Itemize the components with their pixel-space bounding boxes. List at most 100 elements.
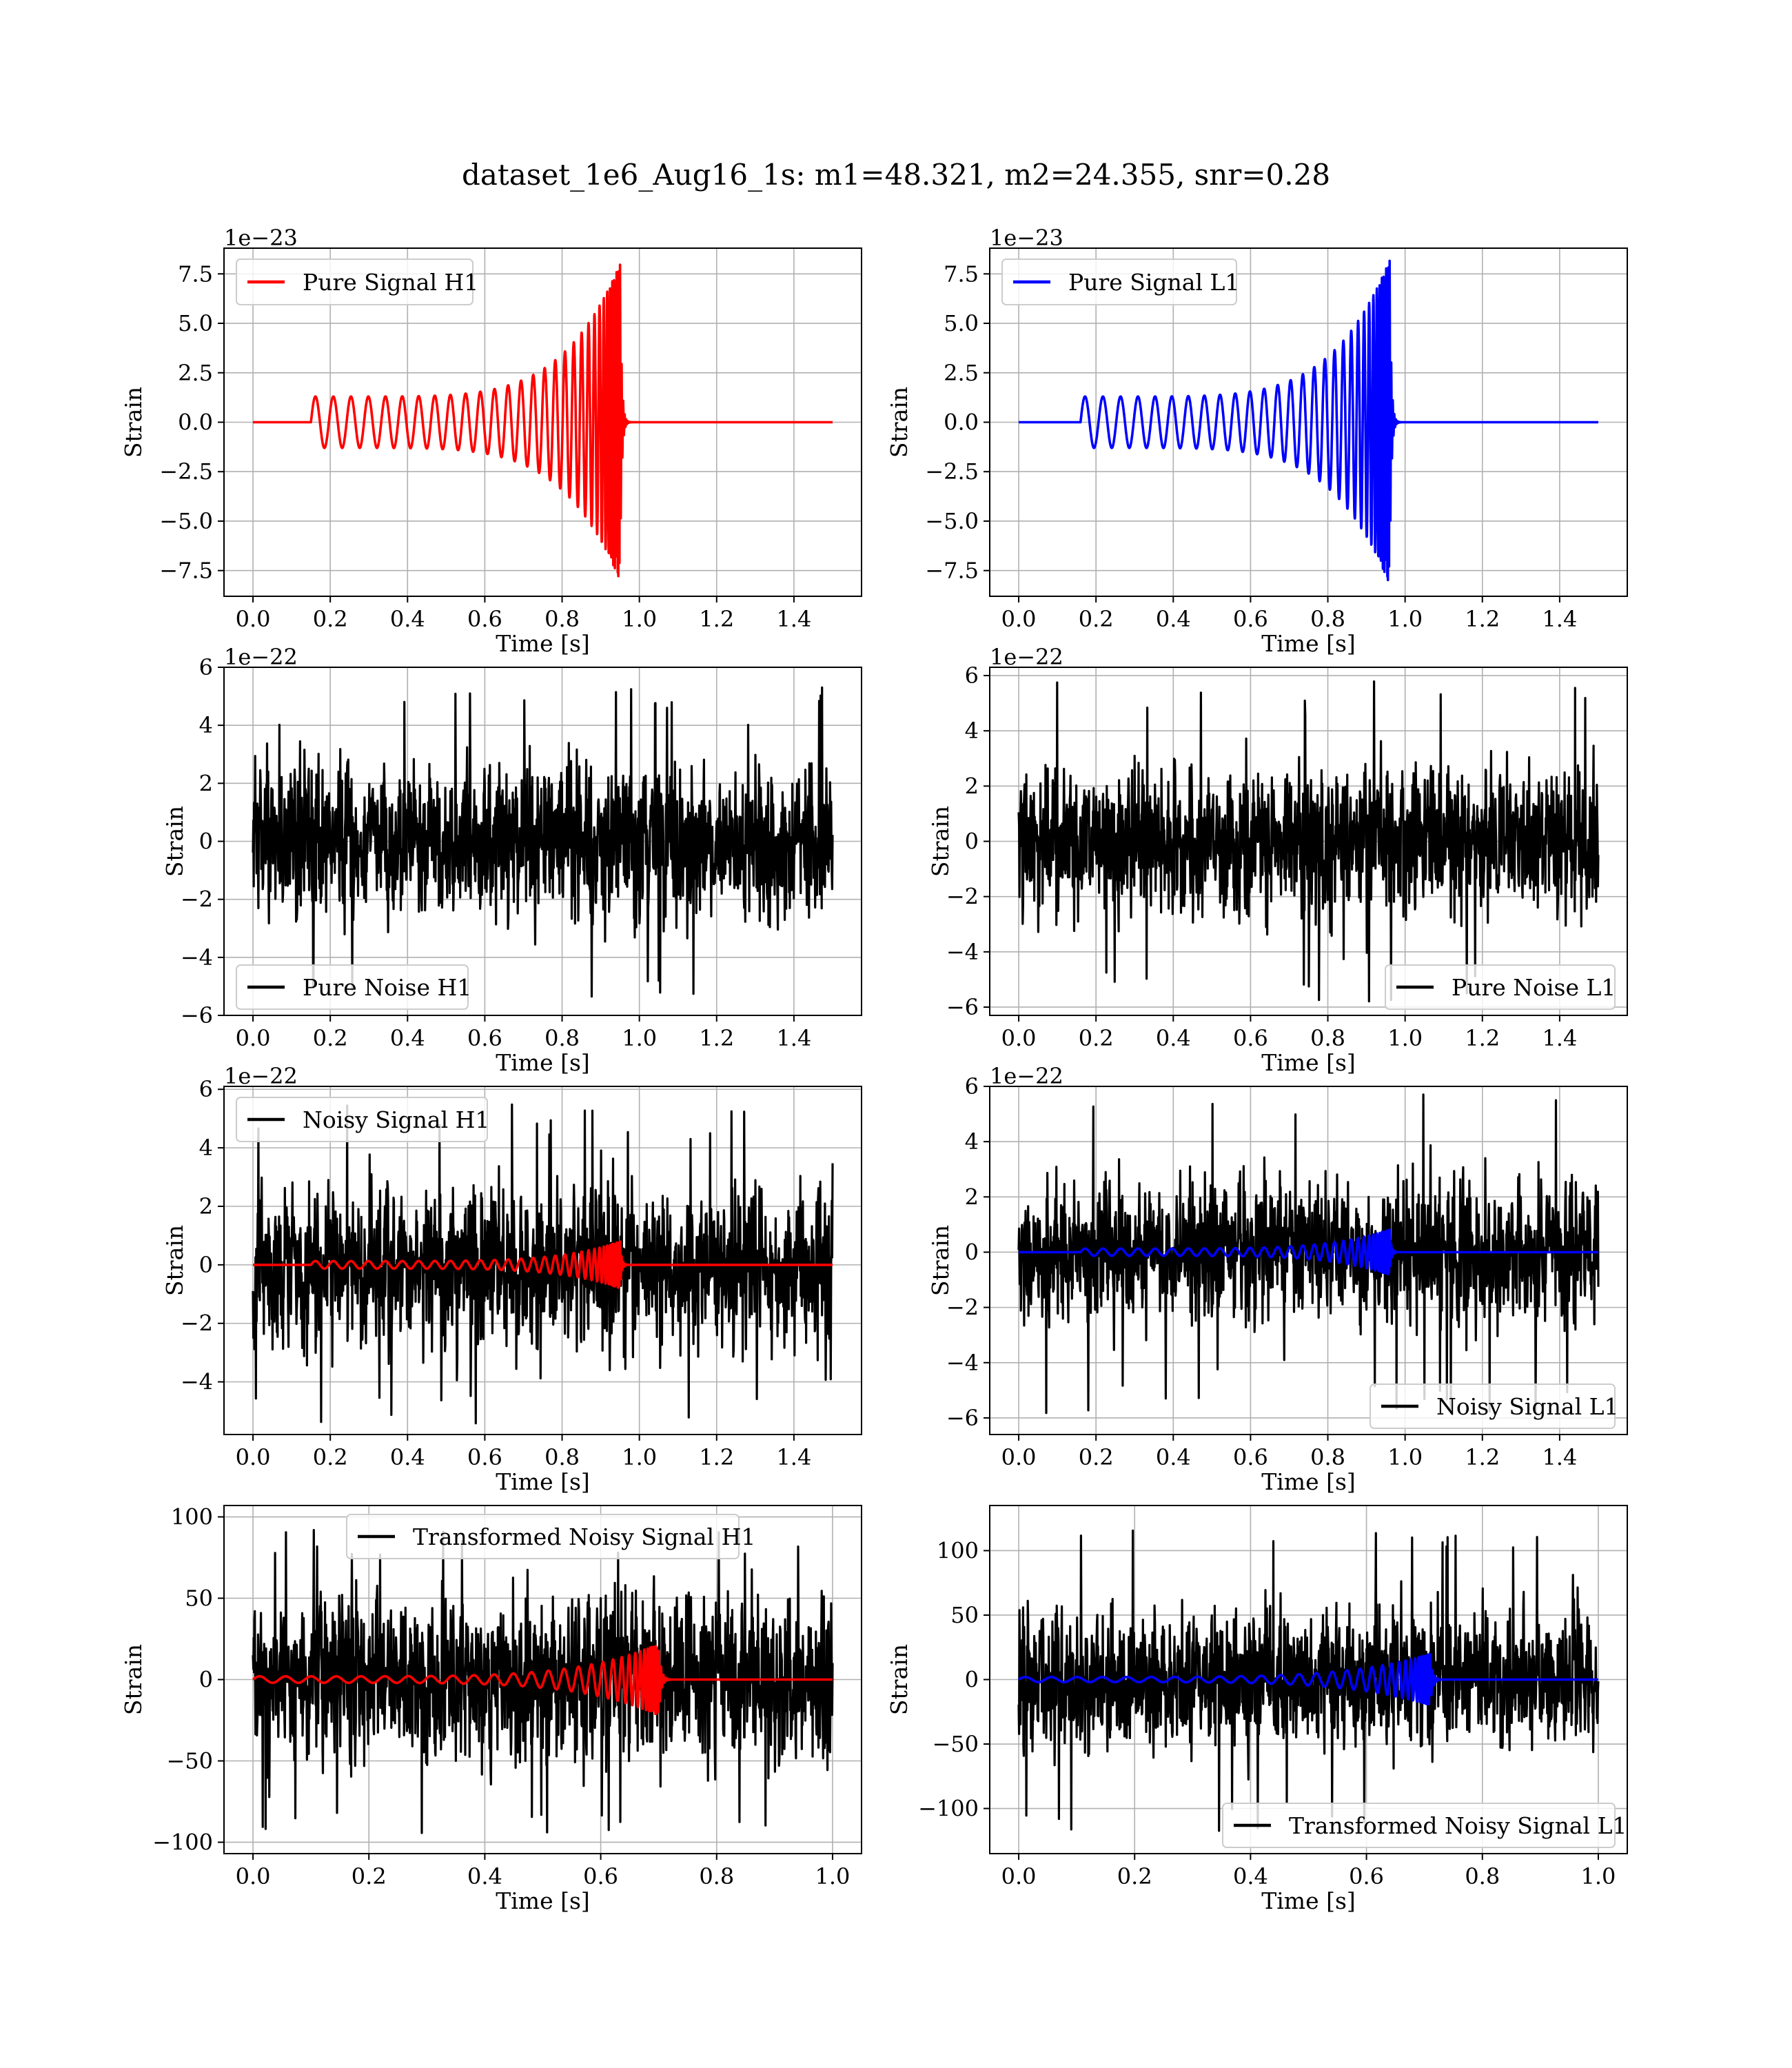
x-tick-label: 1.0 bbox=[1581, 1863, 1616, 1889]
plot-area bbox=[252, 1529, 834, 1834]
panel-noisy-signal-h1: 0.0 0.2 0.4 0.6 0.8 1.0 1.2 1.4 −4 −2 0 2 4 6 Time [s]… bbox=[161, 1063, 862, 1495]
x-tick-label: 0.0 bbox=[1001, 1444, 1037, 1470]
panel-transformed-l1: 0.0 0.2 0.4 0.6 0.8 1.0 −100 −50 0 50 100 Time [s] S… bbox=[886, 1505, 1628, 1914]
x-tick-label: 1.4 bbox=[1542, 606, 1577, 632]
y-tick-label: 2 bbox=[965, 773, 979, 799]
y-tick-label: −7.5 bbox=[925, 558, 979, 584]
legend-entry: Transformed Noisy Signal H1 bbox=[413, 1523, 755, 1550]
y-tick-label: −5.0 bbox=[159, 508, 213, 534]
y-tick-label: 100 bbox=[171, 1504, 213, 1530]
x-tick-label: 1.2 bbox=[1465, 1025, 1500, 1051]
y-tick-label: 0 bbox=[199, 1667, 213, 1693]
x-tick-label: 0.0 bbox=[1001, 1863, 1037, 1889]
legend-box bbox=[236, 964, 469, 1010]
legend-box bbox=[236, 258, 474, 305]
series-line-chirp-overlay bbox=[252, 1240, 834, 1289]
legend: Pure Signal L1 bbox=[1001, 258, 1239, 305]
legend: Transformed Noisy Signal L1 bbox=[1222, 1803, 1627, 1848]
x-tick-label: 0.8 bbox=[1310, 1444, 1345, 1470]
x-tick-label: 1.4 bbox=[776, 1444, 811, 1470]
x-tick-label: 0.0 bbox=[236, 1863, 271, 1889]
legend: Transformed Noisy Signal H1 bbox=[346, 1514, 755, 1559]
x-tick-label: 0.2 bbox=[1117, 1863, 1152, 1889]
x-tick-label: 0.8 bbox=[1310, 606, 1345, 632]
y-tick-label: −4 bbox=[181, 1369, 213, 1395]
series-line-pure-noise-h1 bbox=[252, 686, 834, 998]
series-line-noisy-signal-l1 bbox=[1017, 1093, 1600, 1415]
y-tick-label: 0 bbox=[965, 1667, 979, 1693]
axes-frame bbox=[989, 1086, 1628, 1435]
x-axis-label: Time [s] bbox=[1261, 1887, 1356, 1914]
x-tick-label: 1.4 bbox=[776, 606, 811, 632]
x-tick-label: 0.2 bbox=[313, 606, 348, 632]
y-tick-label: −2 bbox=[946, 884, 979, 910]
plot-area bbox=[252, 1103, 834, 1425]
y-tick-label: 0.0 bbox=[178, 409, 213, 436]
y-offset-text: 1e−23 bbox=[224, 225, 298, 251]
panel-pure-noise-l1: 0.0 0.2 0.4 0.6 0.8 1.0 1.2 1.4 −6 −4 −2 0 2 4 6 Time [… bbox=[927, 644, 1628, 1076]
y-tick-label: 2 bbox=[199, 1193, 213, 1219]
y-axis-label: Strain bbox=[161, 1225, 188, 1296]
x-tick-label: 0.6 bbox=[583, 1863, 618, 1889]
series-line-transformed-noisy-signal-h1 bbox=[252, 1529, 834, 1834]
y-tick-label: 4 bbox=[199, 712, 213, 738]
y-tick-label: −7.5 bbox=[159, 558, 213, 584]
x-axis-label: Time [s] bbox=[1261, 1049, 1356, 1076]
x-tick-label: 1.2 bbox=[1465, 606, 1500, 632]
legend-box bbox=[236, 1097, 488, 1142]
x-tick-label: 1.0 bbox=[622, 606, 657, 632]
legend: Noisy Signal H1 bbox=[236, 1097, 489, 1142]
x-tick-label: 0.4 bbox=[390, 1444, 425, 1470]
panel-transformed-h1: 0.0 0.2 0.4 0.6 0.8 1.0 −100 −50 0 50 100 Time [s] S… bbox=[120, 1504, 862, 1914]
x-tick-label: 0.0 bbox=[236, 606, 271, 632]
x-tick-label: 0.2 bbox=[1079, 606, 1114, 632]
x-tick-label: 0.4 bbox=[1156, 606, 1191, 632]
series-line-chirp-overlay bbox=[1017, 1228, 1600, 1276]
series-line-pure-noise-l1 bbox=[1017, 680, 1600, 1003]
x-tick-label: 0.2 bbox=[313, 1444, 348, 1470]
x-tick-label: 0.6 bbox=[467, 1444, 502, 1470]
x-tick-label: 0.4 bbox=[1156, 1025, 1191, 1051]
series-line-chirp-overlay bbox=[1017, 1653, 1600, 1705]
x-tick-label: 1.4 bbox=[1542, 1444, 1577, 1470]
y-tick-label: 6 bbox=[965, 662, 979, 689]
y-tick-label: −4 bbox=[181, 944, 213, 971]
y-tick-label: 2 bbox=[965, 1184, 979, 1210]
y-axis-label: Strain bbox=[120, 387, 147, 458]
axes-frame bbox=[223, 1086, 862, 1435]
legend-box bbox=[1385, 964, 1616, 1010]
y-tick-label: −4 bbox=[946, 939, 979, 965]
y-tick-label: 0.0 bbox=[944, 409, 979, 436]
x-tick-label: 1.2 bbox=[1465, 1444, 1500, 1470]
y-tick-label: −100 bbox=[918, 1796, 979, 1822]
y-axis-label: Strain bbox=[886, 1644, 913, 1715]
y-tick-label: −6 bbox=[181, 1002, 213, 1028]
x-tick-label: 0.4 bbox=[390, 1025, 425, 1051]
x-tick-label: 0.6 bbox=[467, 606, 502, 632]
x-tick-label: 0.2 bbox=[1079, 1444, 1114, 1470]
x-tick-label: 1.2 bbox=[699, 606, 734, 632]
x-tick-label: 0.4 bbox=[1156, 1444, 1191, 1470]
x-tick-label: 0.8 bbox=[1465, 1863, 1500, 1889]
series-line-pure-signal-h1 bbox=[252, 263, 834, 578]
plot-area bbox=[252, 263, 834, 578]
series-line-pure-signal-l1 bbox=[1017, 259, 1600, 582]
x-tick-label: 1.0 bbox=[1387, 1025, 1423, 1051]
y-tick-label: 50 bbox=[185, 1585, 213, 1612]
panel-pure-signal-h1: 0.0 0.2 0.4 0.6 0.8 1.0 1.2 1.4 −7.5 −5.0 −2.5 0.0 2… bbox=[120, 225, 862, 657]
x-tick-label: 1.4 bbox=[1542, 1025, 1577, 1051]
legend-entry: Pure Signal H1 bbox=[303, 269, 478, 296]
x-tick-label: 1.0 bbox=[1387, 1444, 1423, 1470]
y-axis-label: Strain bbox=[886, 387, 913, 458]
series-line-chirp-overlay bbox=[252, 1645, 834, 1716]
x-tick-label: 0.8 bbox=[1310, 1025, 1345, 1051]
x-tick-label: 0.8 bbox=[699, 1863, 734, 1889]
y-tick-label: 4 bbox=[965, 718, 979, 744]
x-axis-label: Time [s] bbox=[1261, 630, 1356, 657]
y-tick-label: −5.0 bbox=[925, 508, 979, 534]
x-tick-label: 0.4 bbox=[390, 606, 425, 632]
y-axis-label: Strain bbox=[927, 806, 954, 877]
legend-entry: Transformed Noisy Signal L1 bbox=[1289, 1812, 1627, 1839]
y-tick-label: 5.0 bbox=[178, 310, 213, 336]
